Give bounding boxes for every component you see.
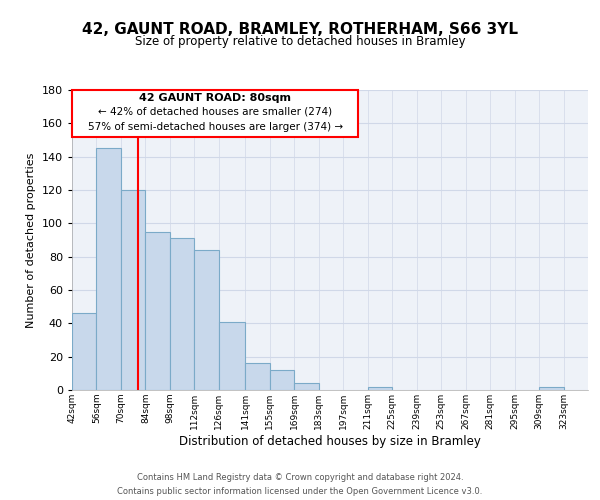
- Bar: [121, 190, 145, 390]
- Text: 42 GAUNT ROAD: 80sqm: 42 GAUNT ROAD: 80sqm: [139, 93, 291, 103]
- Bar: [294, 384, 319, 390]
- X-axis label: Distribution of detached houses by size in Bramley: Distribution of detached houses by size …: [179, 434, 481, 448]
- Bar: [269, 370, 294, 390]
- Text: Contains HM Land Registry data © Crown copyright and database right 2024.: Contains HM Land Registry data © Crown c…: [137, 472, 463, 482]
- Bar: [97, 148, 121, 390]
- Bar: [245, 364, 269, 390]
- Bar: [219, 322, 245, 390]
- Bar: [194, 250, 219, 390]
- Text: ← 42% of detached houses are smaller (274): ← 42% of detached houses are smaller (27…: [98, 106, 332, 117]
- Y-axis label: Number of detached properties: Number of detached properties: [26, 152, 36, 328]
- Bar: [368, 386, 392, 390]
- Bar: [170, 238, 194, 390]
- Bar: [72, 314, 97, 390]
- Text: Size of property relative to detached houses in Bramley: Size of property relative to detached ho…: [134, 35, 466, 48]
- FancyBboxPatch shape: [72, 90, 358, 136]
- Text: 42, GAUNT ROAD, BRAMLEY, ROTHERHAM, S66 3YL: 42, GAUNT ROAD, BRAMLEY, ROTHERHAM, S66 …: [82, 22, 518, 38]
- Text: 57% of semi-detached houses are larger (374) →: 57% of semi-detached houses are larger (…: [88, 122, 343, 132]
- Bar: [539, 386, 563, 390]
- Text: Contains public sector information licensed under the Open Government Licence v3: Contains public sector information licen…: [118, 488, 482, 496]
- Bar: [145, 232, 170, 390]
